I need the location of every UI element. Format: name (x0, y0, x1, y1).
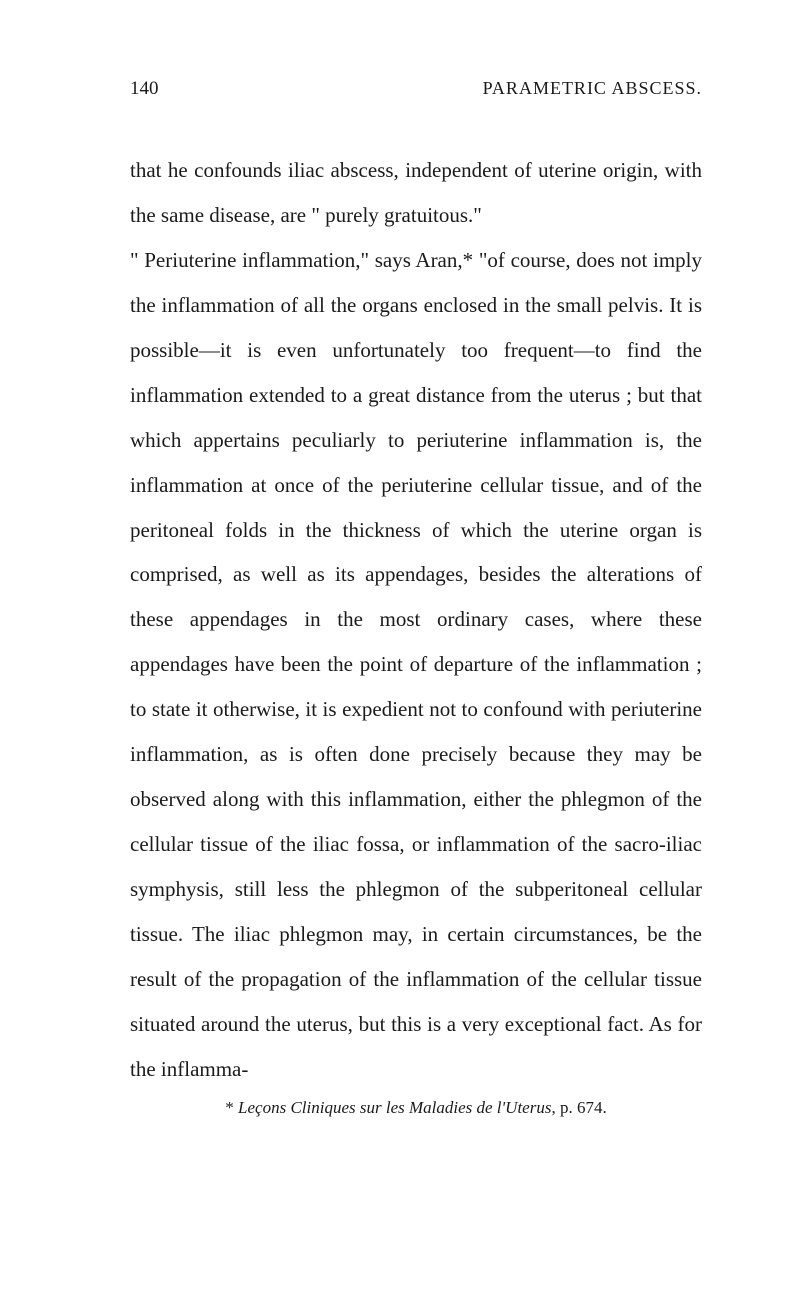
page-header: 140 PARAMETRIC ABSCESS. (130, 78, 702, 100)
footnote-citation: Leçons Cliniques sur les Maladies de l'U… (238, 1098, 551, 1117)
paragraph-2: " Periuterine inflammation," says Aran,*… (130, 238, 702, 1092)
footnote-page: , p. 674. (551, 1098, 606, 1117)
page-container: 140 PARAMETRIC ABSCESS. that he confound… (0, 0, 800, 1178)
page-title: PARAMETRIC ABSCESS. (483, 78, 702, 100)
paragraph-1: that he confounds iliac abscess, indepen… (130, 148, 702, 238)
footnote-marker: * (225, 1098, 234, 1117)
page-number: 140 (130, 78, 159, 100)
body-text: that he confounds iliac abscess, indepen… (130, 148, 702, 1092)
footnote: * Leçons Cliniques sur les Maladies de l… (130, 1098, 702, 1118)
